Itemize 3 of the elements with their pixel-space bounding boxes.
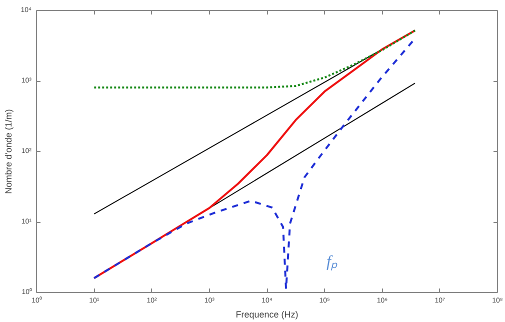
y-axis-title: Nombre d'onde (1/m) — [4, 109, 14, 194]
x-axis-title: Frequence (Hz) — [236, 310, 298, 320]
annotation: fₚ — [326, 254, 338, 270]
